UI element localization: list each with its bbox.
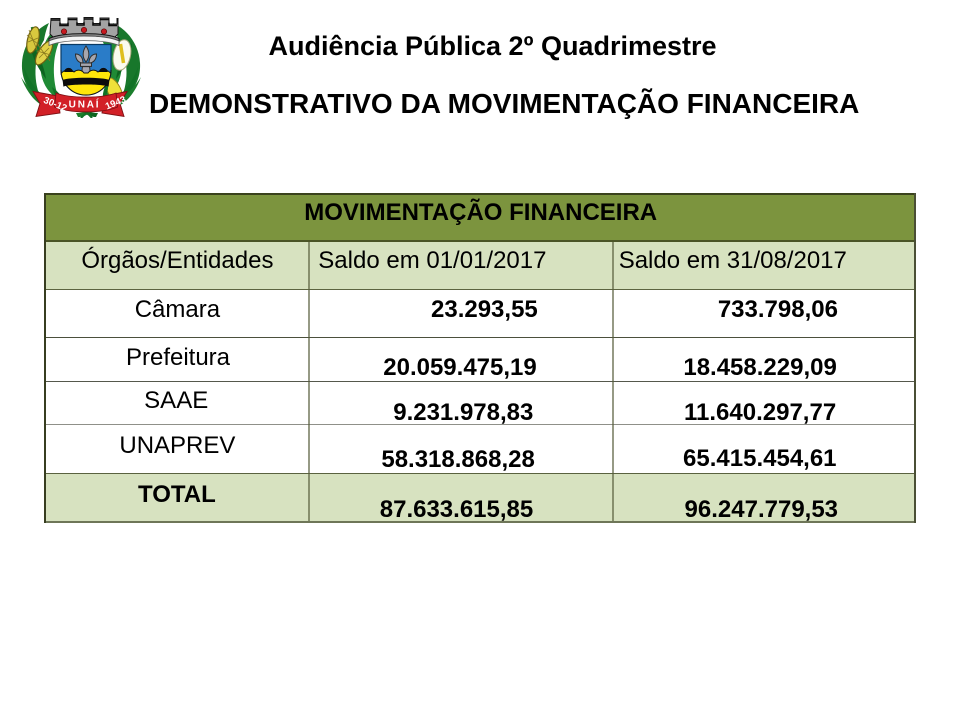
svg-text:UNAÍ: UNAÍ	[69, 98, 101, 111]
